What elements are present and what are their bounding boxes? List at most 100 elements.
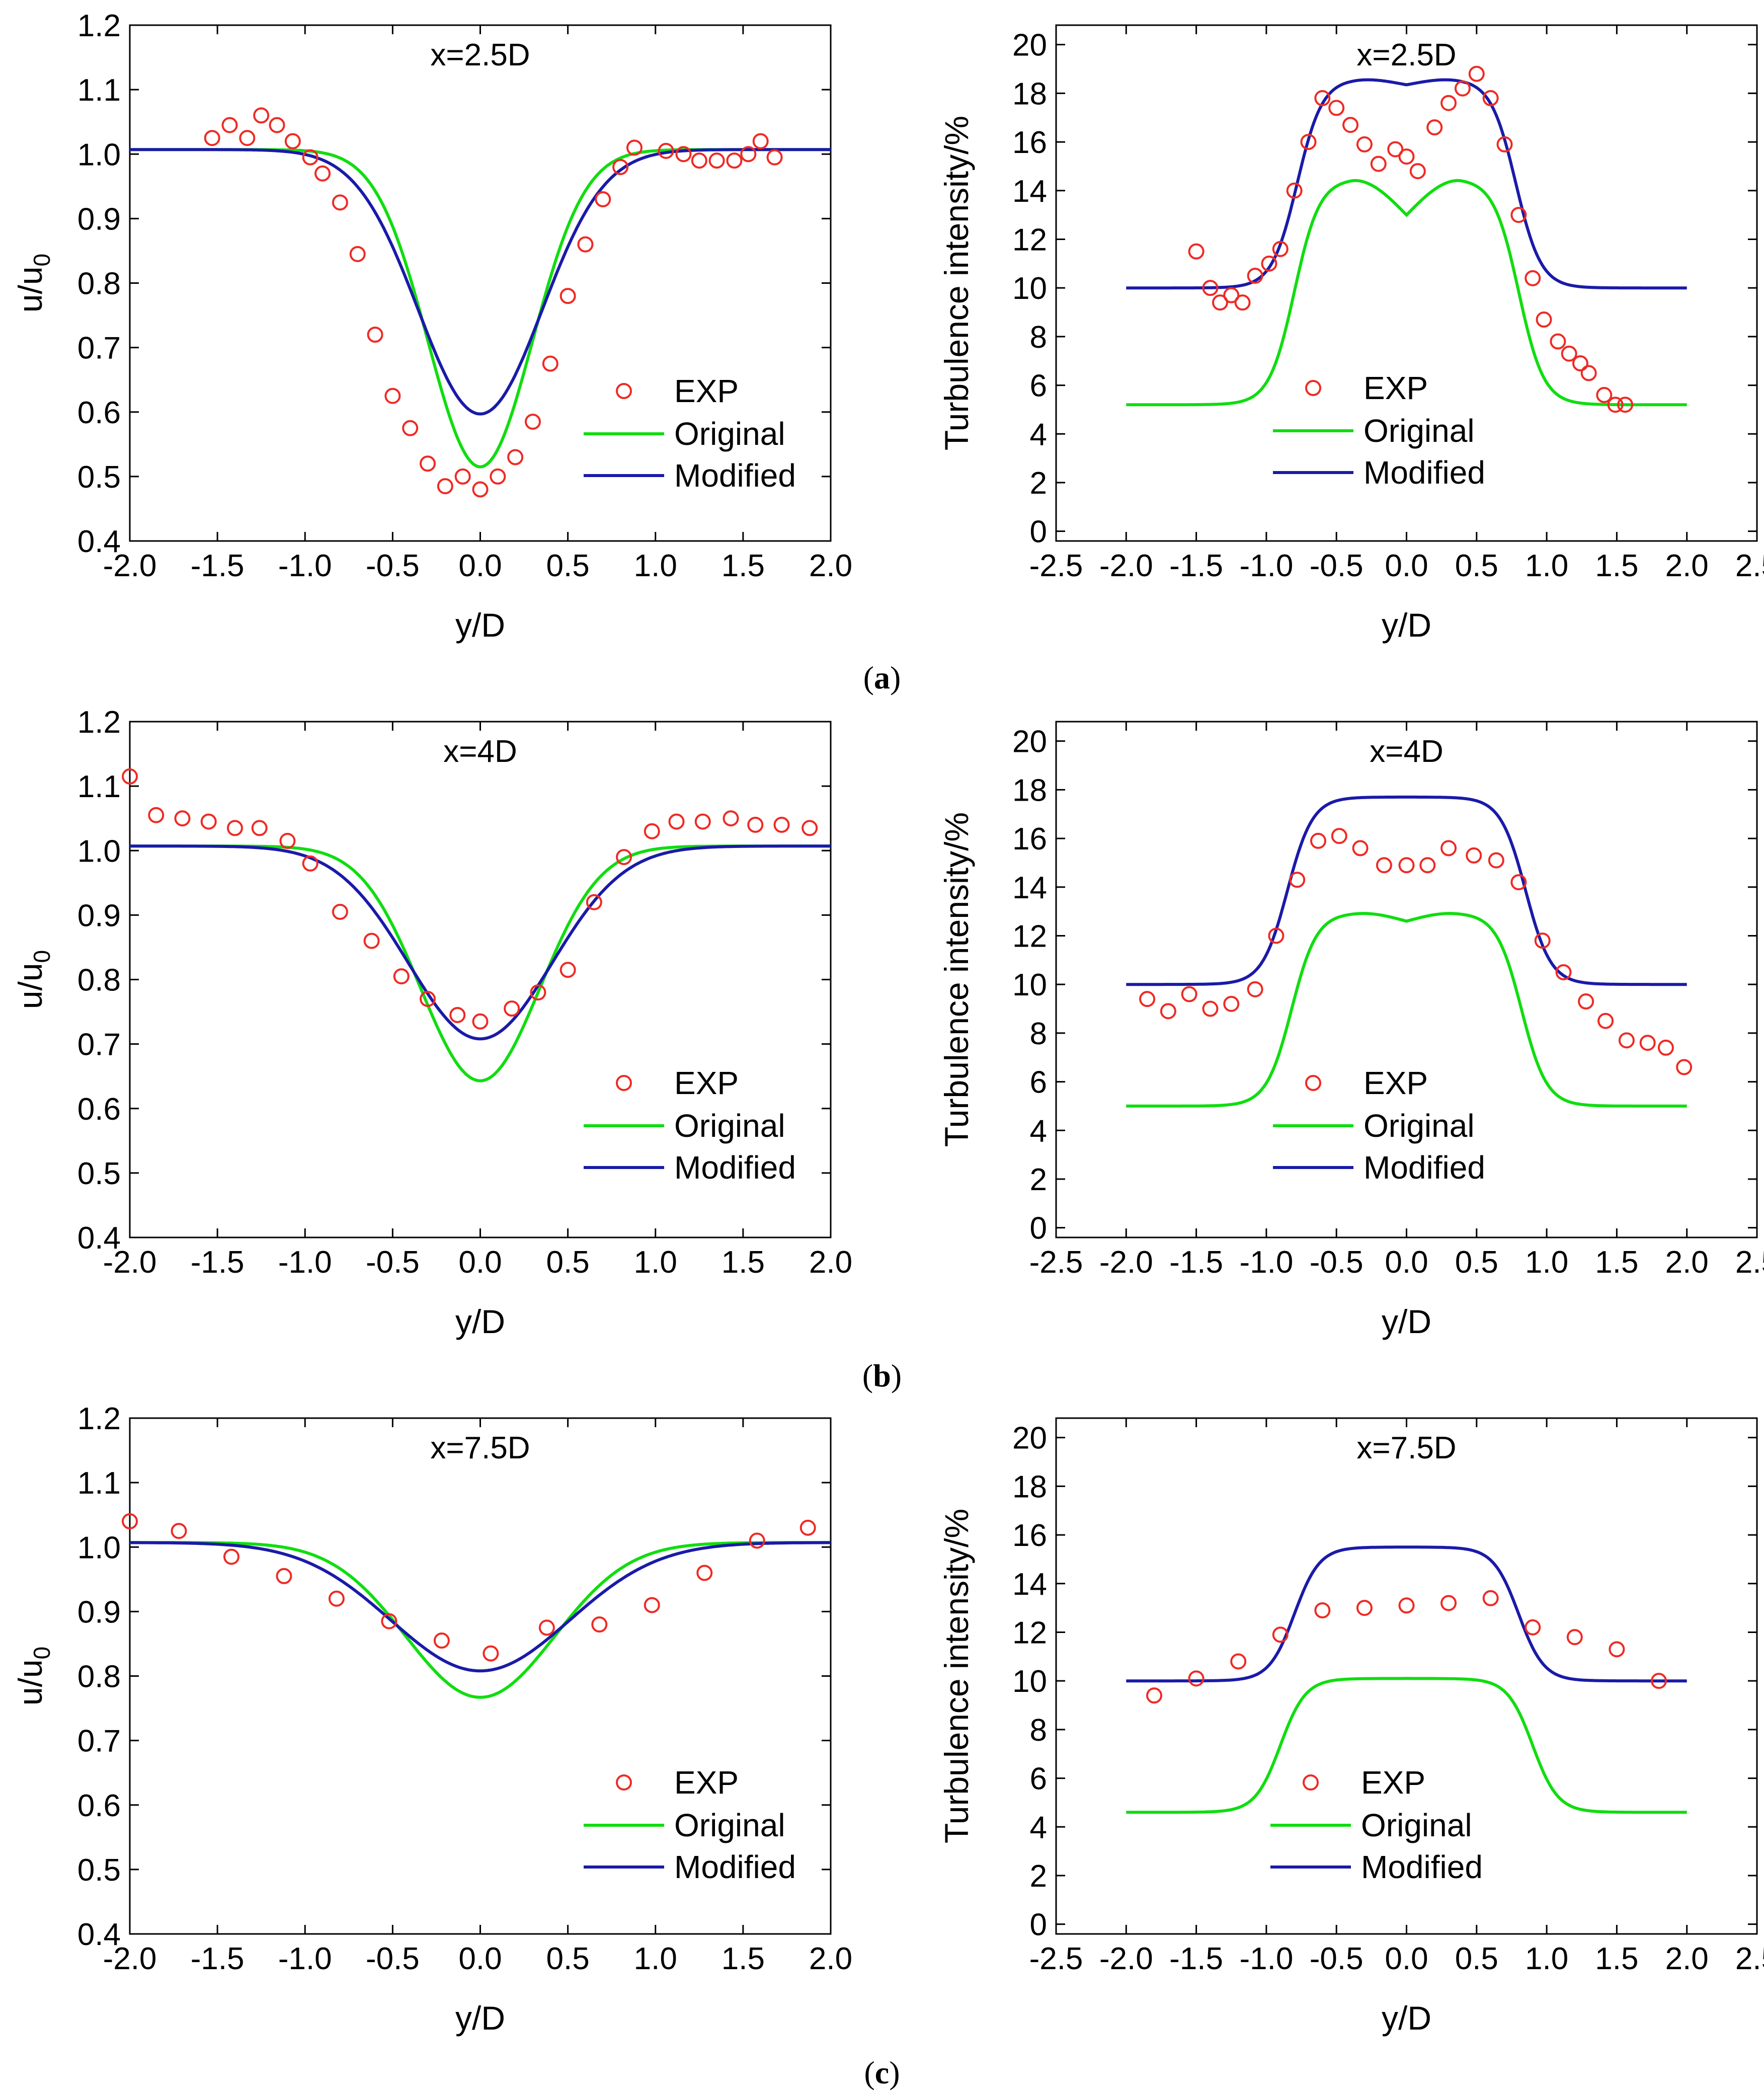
exp-point	[1426, 119, 1443, 136]
exp-point	[483, 1645, 499, 1662]
y-tick-label: 0.4	[77, 1917, 121, 1952]
legend-exp-label: EXP	[674, 1764, 739, 1801]
x-tick-label: -2.5	[1029, 1941, 1083, 1976]
exp-point	[174, 810, 191, 827]
exp-point	[239, 130, 256, 146]
plot-title: x=7.5D	[430, 1431, 530, 1465]
legend-exp-marker	[1305, 380, 1321, 396]
x-axis-label: y/D	[455, 1303, 505, 1340]
exp-point	[740, 146, 757, 163]
x-tick-label: 2.0	[1665, 1245, 1709, 1280]
x-tick-label: 0.0	[1385, 1245, 1428, 1280]
exp-point	[1609, 1641, 1625, 1658]
y-tick-label: 0.5	[77, 1853, 121, 1888]
exp-point	[1566, 1629, 1583, 1646]
exp-point	[530, 984, 546, 1001]
exp-point	[1440, 95, 1457, 111]
exp-point	[122, 768, 138, 785]
plot-title: x=7.5D	[1356, 1431, 1456, 1465]
exp-point	[449, 1006, 466, 1023]
y-axis-label: Turbulence intensity/%	[938, 812, 975, 1147]
x-tick-label: -2.0	[103, 1941, 157, 1976]
exp-point	[668, 813, 685, 830]
y-tick-label: 0.7	[77, 331, 121, 366]
exp-point	[332, 903, 348, 920]
y-axis-label-main: u/u	[12, 1659, 49, 1705]
y-axis-label: Turbulence intensity/%	[938, 116, 975, 450]
series-modified-line	[1126, 78, 1687, 290]
x-tick-label: 1.5	[721, 1941, 765, 1976]
y-tick-label: 0.6	[77, 1092, 121, 1127]
panel-label-a: (a)	[863, 660, 901, 695]
legend-original-label: Original	[674, 1108, 785, 1144]
y-tick-label: 0	[1030, 1908, 1047, 1942]
x-tick-label: 0.5	[1455, 1245, 1498, 1280]
exp-point	[384, 387, 401, 404]
y-axis-label-main: Turbulence intensity/%	[938, 1509, 975, 1843]
y-tick-label: 20	[1012, 1421, 1047, 1456]
exp-point	[1650, 1673, 1667, 1689]
x-tick-label: 1.0	[634, 549, 677, 583]
x-tick-label: -0.5	[1310, 549, 1364, 583]
exp-point	[1261, 255, 1277, 272]
exp-point	[1607, 397, 1624, 413]
x-tick-label: 2.0	[809, 1941, 852, 1976]
exp-point	[658, 142, 674, 159]
exp-point	[524, 413, 541, 430]
exp-point	[367, 327, 383, 343]
legend-original-label: Original	[674, 1807, 785, 1843]
exp-point	[276, 1568, 292, 1584]
exp-point	[1617, 397, 1634, 413]
x-axis-label: y/D	[1382, 606, 1431, 644]
exp-point	[1510, 874, 1527, 891]
x-tick-label: -1.5	[1169, 1245, 1223, 1280]
x-tick-label: -0.5	[1310, 1245, 1364, 1280]
x-tick-label: -1.5	[1169, 549, 1223, 583]
exp-point	[1342, 117, 1359, 133]
y-tick-label: 0.6	[77, 1789, 121, 1823]
exp-point	[1181, 986, 1197, 1002]
series-modified-line	[130, 844, 831, 1041]
exp-point	[200, 813, 217, 830]
exp-point	[696, 1565, 713, 1581]
x-tick-label: 2.0	[809, 549, 852, 583]
exp-point	[1440, 1595, 1457, 1611]
x-tick-label: 2.5	[1735, 1245, 1764, 1280]
series-original-line	[130, 1541, 831, 1699]
exp-point	[1356, 136, 1373, 152]
plot-c-velocity: -2.0 -1.5 -1.0 -0.5 0.0 0.5 1.0 1.5 2.0 0.4 0.5 0.6…	[12, 1402, 852, 2037]
y-tick-label: 0.8	[77, 1660, 121, 1694]
exp-point	[148, 807, 165, 823]
exp-point	[171, 1523, 187, 1539]
exp-point	[538, 1619, 555, 1636]
exp-point	[223, 1548, 239, 1565]
exp-point	[612, 159, 629, 175]
exp-point	[1188, 1670, 1205, 1687]
x-tick-label: -2.0	[103, 549, 157, 583]
x-axis-label: y/D	[1382, 1999, 1431, 2037]
legend-exp-label: EXP	[1364, 370, 1428, 406]
exp-point	[752, 133, 769, 149]
exp-point	[1409, 163, 1426, 180]
y-axis-label-main: Turbulence intensity/%	[938, 812, 975, 1147]
x-tick-label: 1.0	[1525, 549, 1568, 583]
panel-label-b: (b)	[862, 1358, 902, 1393]
exp-point	[1314, 90, 1331, 107]
exp-point	[328, 1590, 345, 1607]
exp-point	[507, 449, 524, 465]
exp-point	[1202, 1000, 1219, 1017]
y-tick-label: 10	[1012, 271, 1047, 306]
y-tick-label: 1.1	[77, 1466, 121, 1501]
legend-exp-label: EXP	[1361, 1764, 1425, 1801]
exp-point	[1657, 1039, 1674, 1056]
exp-point	[1328, 100, 1345, 116]
x-axis-label: y/D	[455, 1999, 505, 2037]
y-tick-label: 16	[1012, 125, 1047, 160]
exp-point	[402, 420, 419, 436]
x-axis-label: y/D	[455, 606, 505, 644]
x-tick-label: 0.0	[1385, 549, 1428, 583]
x-tick-label: 1.5	[721, 549, 765, 583]
exp-point	[1580, 365, 1597, 381]
exp-point	[433, 1633, 450, 1649]
